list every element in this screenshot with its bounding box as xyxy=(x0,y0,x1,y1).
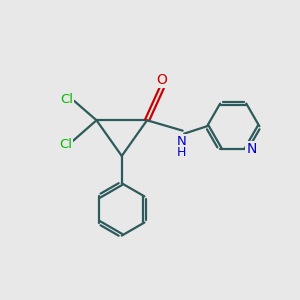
Text: O: O xyxy=(157,73,167,87)
Text: N: N xyxy=(247,142,257,156)
Text: Cl: Cl xyxy=(60,93,73,106)
Text: Cl: Cl xyxy=(59,138,72,151)
Text: H: H xyxy=(176,146,186,159)
Text: N: N xyxy=(176,135,186,148)
